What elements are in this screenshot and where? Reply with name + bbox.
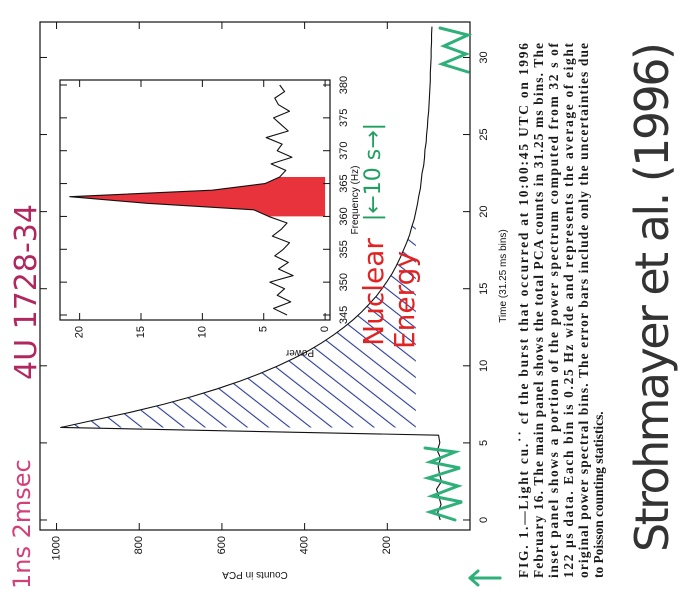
x-tick-label: 360: [338, 207, 350, 225]
y-tick-label: 1000: [50, 536, 62, 560]
data-line: [60, 26, 443, 521]
x-tick-label: 25: [478, 128, 490, 140]
x-axis-label: Time (31.25 ms bins): [498, 229, 509, 323]
x-tick-label: 30: [478, 51, 490, 63]
y-tick-label: 800: [133, 536, 145, 554]
y-tick-label: 10: [196, 326, 208, 338]
x-tick-label: 345: [338, 306, 350, 324]
annotation: Strohmayer et al. (1996): [625, 42, 679, 552]
x-tick-label: 15: [478, 283, 490, 295]
green-scribbles: [422, 26, 502, 587]
data-line: [69, 84, 294, 316]
y-tick-label: 600: [216, 536, 228, 554]
plot-frame: [39, 21, 471, 531]
y-tick-label: 200: [381, 536, 393, 554]
caption: FIG. 1.—Light cu.˙˙ cf the burst that oc…: [516, 42, 606, 578]
y-tick-label: 400: [299, 536, 311, 554]
scribble: [422, 446, 463, 522]
y-tick-label: 5: [258, 326, 270, 332]
annotation: 1ns 2msec: [8, 459, 36, 589]
y-tick-label: 20: [74, 326, 86, 338]
x-tick-label: 350: [338, 273, 350, 291]
energy-hatch: [60, 211, 416, 428]
annotation: 4U 1728-34: [9, 204, 44, 380]
x-tick-label: 5: [478, 440, 490, 446]
caption-line: 122 μs data. Each bin is 0.25 Hz wide an…: [561, 42, 576, 578]
caption-line: inset panel shows a portion of the power…: [546, 42, 561, 578]
x-tick-label: 10: [478, 360, 490, 372]
caption-line: FIG. 1.—Light cu.˙˙ cf the burst that oc…: [516, 43, 531, 578]
plot-frame: [59, 79, 331, 321]
annotation: |←10 s→|: [361, 123, 386, 221]
main-panel: Counts in PCA Time (31.25 ms bins) 0 5 10 1…: [39, 21, 509, 580]
x-axis-label: Frequency (Hz): [350, 166, 361, 235]
y-tick-label: 0: [319, 326, 331, 332]
scribble: [437, 26, 473, 74]
y-axis-label: Power: [285, 347, 314, 358]
x-tick-label: 355: [338, 240, 350, 258]
x-tick-label: 20: [478, 206, 490, 218]
x-tick-label: 0: [478, 517, 490, 523]
caption-line: to Poisson counting statistics.: [591, 411, 606, 578]
caption-line: original power spectral bins. The error …: [576, 43, 591, 578]
annotation: Energy: [388, 251, 421, 349]
y-tick-label: 15: [135, 326, 147, 338]
inset-panel: Power Frequency (Hz) 345 350 355 360 365 370 3…: [59, 76, 361, 358]
caption-line: February 16. The main panel shows the to…: [531, 43, 546, 578]
x-tick-label: 375: [338, 109, 350, 127]
annotation: Nuclear: [357, 238, 390, 346]
arrow: [468, 569, 502, 587]
peak-highlight: [69, 176, 326, 217]
y-axis-label: Counts in PCA: [222, 569, 288, 580]
x-tick-label: 365: [338, 174, 350, 192]
x-tick-label: 370: [338, 142, 350, 160]
x-tick-label: 380: [338, 76, 350, 94]
